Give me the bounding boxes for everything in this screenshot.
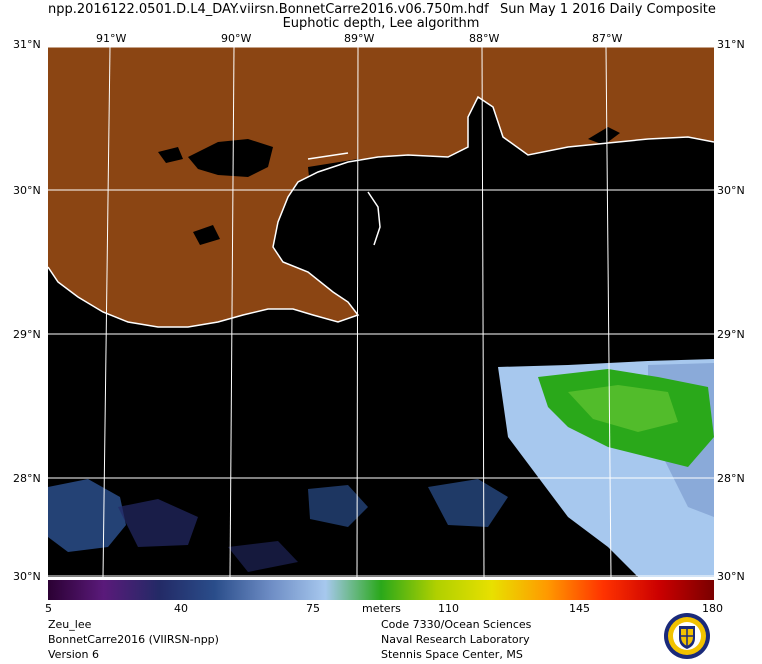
footer-dataset-name: BonnetCarre2016 (VIIRSN-npp) <box>48 633 219 646</box>
composite-date-title: Sun May 1 2016 Daily Composite <box>500 2 716 17</box>
land-mass <box>48 47 714 327</box>
barrier-islands <box>307 152 381 246</box>
lon-label-90w: 90°W <box>221 32 252 45</box>
lat-label-right-28n: 28°N <box>717 472 745 485</box>
colorbar-units: meters <box>362 602 401 615</box>
lake-salvador <box>193 225 220 245</box>
lat-label-left-29n: 29°N <box>13 328 41 341</box>
footer-lab: Naval Research Laboratory <box>381 633 530 646</box>
lat-label-left-bottom: 30°N <box>13 570 41 583</box>
lat-label-right-30n: 30°N <box>717 184 745 197</box>
colorbar-tick-145: 145 <box>569 602 590 615</box>
lake-maurepas <box>158 147 183 163</box>
coastline <box>48 95 714 328</box>
lon-label-88w: 88°W <box>469 32 500 45</box>
colorbar-tick-75: 75 <box>306 602 320 615</box>
lat-label-left-30n: 30°N <box>13 184 41 197</box>
high-depth-pixels <box>538 369 714 467</box>
lat-label-left-28n: 28°N <box>13 472 41 485</box>
colorbar <box>48 580 714 600</box>
product-title: Euphotic depth, Lee algorithm <box>282 16 480 31</box>
colorbar-tick-110: 110 <box>438 602 459 615</box>
pensacola-bay <box>588 127 620 145</box>
file-name-title: npp.2016122.0501.D.L4_DAY.viirsn.BonnetC… <box>48 2 489 17</box>
graticule <box>48 47 714 577</box>
colorbar-tick-180: 180 <box>702 602 723 615</box>
bay-mobile <box>476 105 496 145</box>
footer-code: Code 7330/Ocean Sciences <box>381 618 532 631</box>
lat-label-right-29n: 29°N <box>717 328 745 341</box>
footer-location: Stennis Space Center, MS <box>381 648 523 661</box>
colorbar-gradient <box>48 580 714 600</box>
nrl-seal-icon <box>664 613 710 659</box>
footer-version: Version 6 <box>48 648 99 661</box>
lon-label-91w: 91°W <box>96 32 127 45</box>
lon-label-89w: 89°W <box>344 32 375 45</box>
lake-pontchartrain <box>188 139 273 177</box>
low-depth-pixels <box>48 479 508 572</box>
lat-label-left-31n: 31°N <box>13 38 41 51</box>
lon-label-87w: 87°W <box>592 32 623 45</box>
colorbar-tick-5: 5 <box>45 602 52 615</box>
footer-variable-name: Zeu_lee <box>48 618 92 631</box>
colorbar-tick-40: 40 <box>174 602 188 615</box>
lat-label-right-31n: 31°N <box>717 38 745 51</box>
map-canvas <box>48 47 714 577</box>
lat-label-right-bottom: 30°N <box>717 570 745 583</box>
euphotic-depth-map <box>48 47 714 577</box>
